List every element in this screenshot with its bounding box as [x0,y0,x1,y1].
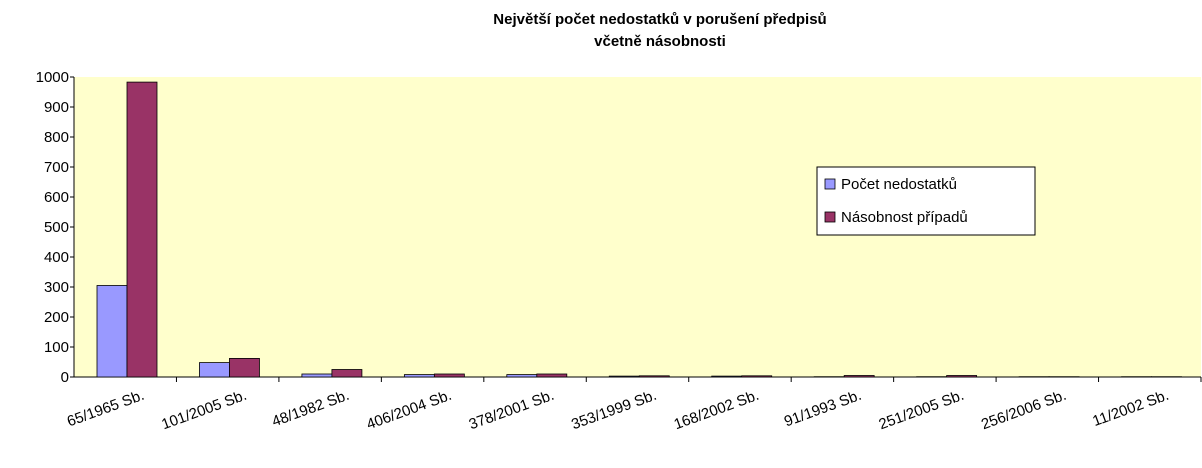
y-tick-label: 700 [44,159,69,176]
y-tick-label: 200 [44,309,69,326]
x-tick-label: 48/1982 Sb. [270,387,352,431]
bar [199,363,229,377]
bar [434,374,464,377]
legend-label: Násobnost případů [841,209,968,226]
chart-title: včetně násobnosti [594,33,726,50]
bar [404,375,434,377]
bar [127,82,157,377]
y-tick-label: 600 [44,189,69,206]
y-tick-label: 500 [44,219,69,236]
x-tick-label: 353/1999 Sb. [569,387,659,434]
x-tick-label: 11/2002 Sb. [1090,387,1171,430]
bar [332,370,362,378]
bar [302,374,332,377]
y-tick-label: 900 [44,99,69,116]
x-tick-label: 65/1965 Sb. [65,387,147,431]
bar [844,376,874,378]
bar [537,374,567,377]
y-tick-label: 400 [44,249,69,266]
bar [609,376,639,377]
y-tick-label: 0 [61,369,69,386]
bar [507,375,537,377]
bar [947,376,977,378]
y-tick-label: 100 [44,339,69,356]
legend-swatch [825,179,835,189]
bar [639,376,669,377]
x-tick-label: 256/2006 Sb. [979,387,1069,434]
legend-label: Počet nedostatků [841,176,957,193]
legend-swatch [825,212,835,222]
y-tick-label: 800 [44,129,69,146]
bar [712,376,742,377]
x-tick-label: 168/2002 Sb. [672,387,762,434]
x-tick-label: 406/2004 Sb. [364,387,454,434]
x-tick-label: 378/2001 Sb. [467,387,557,434]
bar [229,358,259,377]
x-tick-label: 91/1993 Sb. [782,387,864,431]
chart-title: Největší počet nedostatků v porušení pře… [493,11,826,28]
bar [742,376,772,377]
y-tick-label: 300 [44,279,69,296]
x-tick-label: 251/2005 Sb. [877,387,967,434]
bar [97,286,127,378]
x-tick-label: 101/2005 Sb. [159,387,249,434]
y-tick-label: 1000 [36,69,69,86]
